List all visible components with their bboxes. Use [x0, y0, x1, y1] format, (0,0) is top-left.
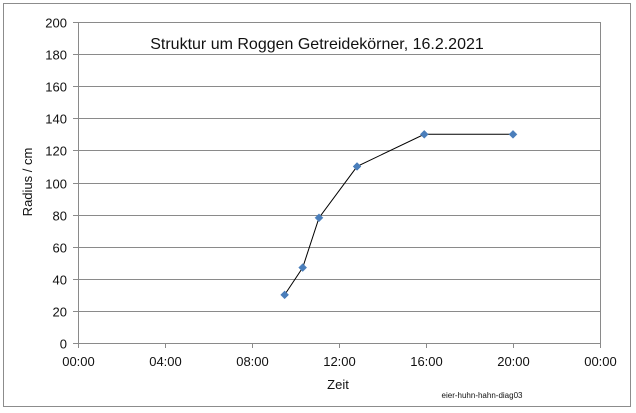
y-tick-label-60: 60: [53, 241, 67, 256]
y-tick-label-100: 100: [45, 177, 67, 192]
watermark-label: eier-huhn-hahn-diag03: [442, 391, 524, 400]
x-tick-label-0: 00:00: [62, 354, 95, 369]
data-point-4: [419, 129, 429, 139]
x-tick-label-2: 08:00: [236, 354, 269, 369]
y-axis-ticks: 0 20 40 60 80 100 120 140 160 180 200: [45, 16, 78, 352]
x-axis-title: Zeit: [327, 377, 349, 392]
y-tick-label-180: 180: [45, 48, 67, 63]
y-tick-label-20: 20: [53, 305, 67, 320]
x-tick-label-3: 12:00: [323, 354, 356, 369]
y-tick-label-160: 160: [45, 80, 67, 95]
data-points: [280, 129, 518, 300]
chart-title: Struktur um Roggen Getreidekörner, 16.2.…: [150, 36, 484, 53]
x-tick-label-5: 20:00: [497, 354, 530, 369]
x-tick-label-6: 00:00: [584, 354, 617, 369]
y-tick-label-200: 200: [45, 16, 67, 31]
series-0-line: [284, 133, 513, 296]
series-line: [284, 133, 513, 296]
data-point-3: [352, 162, 362, 171]
x-axis-ticks: 00:00 04:00 08:00 12:00 16:00 20:00 00:00: [62, 343, 617, 369]
grid-lines: [78, 22, 600, 312]
data-point-1: [298, 263, 308, 272]
y-tick-label-120: 120: [45, 144, 67, 159]
y-tick-label-80: 80: [53, 209, 67, 224]
data-point-0: [280, 290, 289, 300]
y-tick-label-40: 40: [53, 273, 67, 288]
chart-frame: [3, 3, 631, 407]
y-axis-title: Radius / cm: [20, 148, 35, 217]
x-tick-label-1: 04:00: [149, 354, 182, 369]
y-tick-label-0: 0: [60, 337, 67, 352]
x-tick-label-4: 16:00: [410, 354, 443, 369]
data-point-5: [508, 129, 518, 139]
data-point-2: [314, 213, 324, 223]
y-tick-label-140: 140: [45, 112, 67, 127]
